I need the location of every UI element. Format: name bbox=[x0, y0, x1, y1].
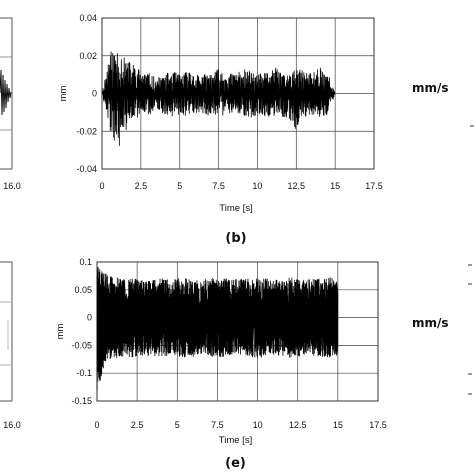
panel-label: (b) bbox=[225, 231, 246, 246]
x-tick-label: 12.5 bbox=[288, 181, 306, 191]
y-tick-label: 0 bbox=[87, 313, 92, 323]
y-tick-label: -0.05 bbox=[71, 340, 92, 350]
x-tick-label: 7.5 bbox=[211, 420, 224, 430]
x-tick-label: 10 bbox=[253, 420, 263, 430]
x-tick-label: 2.5 bbox=[131, 420, 144, 430]
cropped-right-bottom-unit: mm/s bbox=[412, 316, 449, 330]
x-tick-label: 5 bbox=[177, 181, 182, 191]
cropped-left-top-x-tick: 16.0 bbox=[3, 181, 21, 191]
cropped-left-top-frame bbox=[0, 17, 13, 170]
cropped-right-edge-marks bbox=[468, 125, 474, 395]
x-tick-label: 0 bbox=[99, 181, 104, 191]
x-tick-label: 12.5 bbox=[289, 420, 307, 430]
y-tick-label: -0.04 bbox=[76, 164, 97, 174]
y-tick-label: 0.02 bbox=[79, 51, 97, 61]
y-tick-label: 0 bbox=[92, 89, 97, 99]
data-series-line bbox=[96, 266, 339, 392]
cropped-left-top-signal bbox=[0, 69, 12, 116]
cropped-right-top-unit: mm/s bbox=[412, 81, 449, 95]
y-tick-label: -0.1 bbox=[76, 368, 92, 378]
chart-panel-b: 0 2.5 5 7.5 10 12.5 15 17.5 -0.04 -0.02 0 0.02 0.04 T… bbox=[58, 13, 383, 246]
y-axis-label: mm bbox=[58, 86, 69, 102]
x-tick-label: 17.5 bbox=[365, 181, 383, 191]
x-tick-label: 5 bbox=[175, 420, 180, 430]
x-tick-label: 17.5 bbox=[369, 420, 387, 430]
cropped-left-top-panel: 16.0 bbox=[0, 17, 21, 191]
y-tick-label: 0.1 bbox=[79, 257, 92, 267]
chart-panel-e: 0 2.5 5 7.5 10 12.5 15 17.5 -0.15 -0.1 -0.05 0 0.05 0… bbox=[55, 257, 387, 471]
y-tick-label: 0.05 bbox=[74, 285, 92, 295]
y-tick-label: 0.04 bbox=[79, 13, 97, 23]
panel-label: (e) bbox=[225, 456, 246, 471]
cropped-left-bottom-frame bbox=[0, 261, 13, 402]
x-tick-label: 7.5 bbox=[212, 181, 225, 191]
cropped-left-bottom-panel: 16.0 bbox=[0, 261, 21, 430]
cropped-left-bottom-x-tick: 16.0 bbox=[3, 420, 21, 430]
y-tick-label: -0.02 bbox=[76, 126, 97, 136]
y-tick-label: -0.15 bbox=[71, 396, 92, 406]
x-tick-label: 0 bbox=[94, 420, 99, 430]
x-tick-label: 2.5 bbox=[135, 181, 148, 191]
x-tick-label: 15 bbox=[333, 420, 343, 430]
x-tick-label: 15 bbox=[330, 181, 340, 191]
y-axis-label: mm bbox=[55, 324, 66, 340]
x-axis-label: Time [s] bbox=[219, 435, 252, 446]
x-tick-label: 10 bbox=[252, 181, 262, 191]
x-axis-label: Time [s] bbox=[219, 203, 252, 214]
data-series-line bbox=[101, 51, 336, 146]
